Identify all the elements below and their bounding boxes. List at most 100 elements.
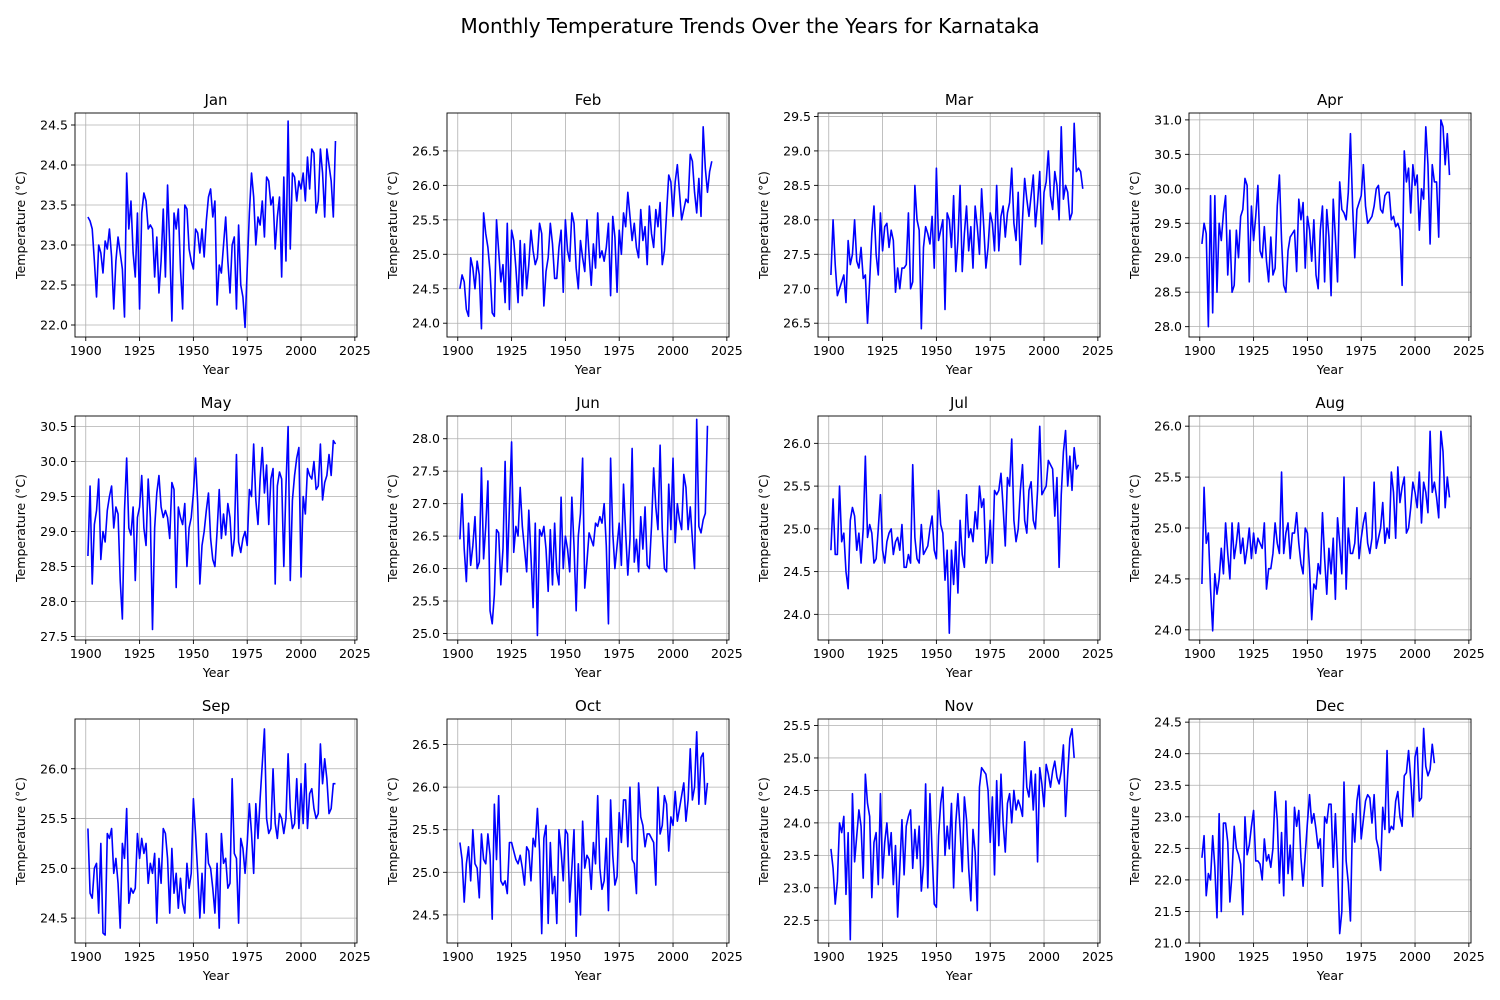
y-tick-label: 28.5 — [1154, 285, 1182, 300]
subplot-feb: 1900 1925 1950 1975 2000 2025 24.0 24.5 25.0 25.5… — [385, 91, 743, 377]
axes-frame — [1188, 112, 1472, 338]
y-tick-label: 25.5 — [412, 822, 440, 837]
x-tick-label: 1900 — [70, 949, 102, 964]
x-axis-label: Year — [574, 362, 602, 377]
x-tick-label: 2025 — [711, 343, 743, 358]
x-tick-label: 1900 — [1184, 646, 1216, 661]
x-tick-label: 1900 — [70, 646, 102, 661]
y-axis-label: Temperature (°C) — [13, 171, 28, 280]
x-tick-label: 1900 — [813, 949, 845, 964]
x-tick-label: 2000 — [1399, 646, 1431, 661]
y-tick-label: 25.0 — [783, 521, 811, 536]
y-tick-label: 26.0 — [783, 436, 811, 451]
y-tick-label: 21.0 — [1154, 936, 1182, 951]
y-axis-label: Temperature (°C) — [756, 777, 771, 886]
x-tick-label: 1900 — [1184, 343, 1216, 358]
subplot-title: Sep — [202, 697, 230, 715]
axes-frame — [817, 415, 1101, 641]
x-tick-label: 1950 — [1291, 949, 1323, 964]
x-axis-label: Year — [1316, 968, 1344, 983]
x-tick-label: 1975 — [974, 646, 1006, 661]
y-axis-label: Temperature (°C) — [756, 171, 771, 280]
y-tick-label: 29.0 — [783, 143, 811, 158]
subplot-mar: 1900 1925 1950 1975 2000 2025 26.5 27.0 27.5 28.0… — [756, 91, 1114, 377]
subplot-jul: 1900 1925 1950 1975 2000 2025 24.0 24.5 25.0 25.5… — [756, 394, 1114, 680]
axes-frame — [74, 718, 358, 944]
y-tick-label: 24.5 — [40, 118, 68, 133]
axes-frame — [446, 112, 730, 338]
y-tick-label: 26.5 — [412, 143, 440, 158]
y-axis-label: Temperature (°C) — [1127, 171, 1142, 280]
subplot-title: Oct — [575, 697, 601, 715]
y-tick-label: 24.5 — [783, 564, 811, 579]
x-axis-label: Year — [574, 665, 602, 680]
x-tick-label: 1950 — [920, 949, 952, 964]
axes-frame — [446, 718, 730, 944]
x-tick-label: 2000 — [657, 343, 689, 358]
series-line-jul — [830, 425, 1080, 634]
x-tick-label: 1975 — [603, 949, 635, 964]
subplot-title: Dec — [1315, 697, 1344, 715]
x-tick-label: 1950 — [1291, 343, 1323, 358]
x-tick-label: 1925 — [124, 343, 156, 358]
subplot-title: May — [200, 394, 231, 412]
x-tick-label: 1925 — [1238, 949, 1270, 964]
x-tick-label: 2025 — [1082, 646, 1114, 661]
x-tick-label: 2025 — [1082, 949, 1114, 964]
series-line-nov — [830, 727, 1075, 941]
x-tick-label: 1925 — [124, 949, 156, 964]
x-axis-label: Year — [945, 968, 973, 983]
y-tick-label: 25.0 — [1154, 521, 1182, 536]
x-tick-label: 1950 — [177, 343, 209, 358]
y-tick-label: 27.5 — [783, 247, 811, 262]
y-tick-label: 28.0 — [1154, 319, 1182, 334]
x-tick-label: 1925 — [867, 949, 899, 964]
subplot-title: Aug — [1315, 394, 1344, 412]
y-tick-label: 25.5 — [40, 811, 68, 826]
figure-title: Monthly Temperature Trends Over the Year… — [460, 14, 1040, 38]
x-tick-label: 2000 — [1028, 343, 1060, 358]
x-tick-label: 2025 — [1453, 343, 1485, 358]
subplot-title: Nov — [944, 697, 973, 715]
y-tick-label: 26.0 — [412, 561, 440, 576]
y-axis-label: Temperature (°C) — [1127, 777, 1142, 886]
series-line-aug — [1201, 430, 1451, 632]
subplot-title: Mar — [945, 91, 974, 109]
x-tick-label: 1975 — [974, 949, 1006, 964]
y-tick-label: 28.5 — [40, 559, 68, 574]
x-tick-label: 1975 — [231, 949, 263, 964]
y-axis-label: Temperature (°C) — [756, 474, 771, 583]
x-tick-label: 2025 — [711, 646, 743, 661]
x-tick-label: 1975 — [1345, 343, 1377, 358]
x-axis-label: Year — [1316, 362, 1344, 377]
y-tick-label: 24.5 — [783, 783, 811, 798]
subplot-title: Jun — [575, 394, 599, 412]
x-tick-label: 1950 — [549, 949, 581, 964]
y-tick-label: 22.5 — [40, 278, 68, 293]
y-tick-label: 24.5 — [40, 911, 68, 926]
y-tick-label: 26.5 — [783, 316, 811, 331]
y-tick-label: 25.5 — [412, 594, 440, 609]
y-tick-label: 22.5 — [783, 913, 811, 928]
y-tick-label: 23.0 — [783, 880, 811, 895]
y-tick-label: 24.0 — [412, 316, 440, 331]
x-tick-label: 1900 — [442, 646, 474, 661]
axes-frame — [1188, 718, 1472, 944]
x-tick-label: 1925 — [1238, 646, 1270, 661]
x-tick-label: 1950 — [1291, 646, 1323, 661]
y-tick-label: 25.5 — [412, 212, 440, 227]
y-axis-label: Temperature (°C) — [1127, 474, 1142, 583]
y-axis-label: Temperature (°C) — [385, 777, 400, 886]
axes-frame — [74, 415, 358, 641]
x-tick-label: 1900 — [442, 949, 474, 964]
y-tick-label: 22.5 — [1154, 841, 1182, 856]
subplot-aug: 1900 1925 1950 1975 2000 2025 24.0 24.5 25.0 25.5… — [1127, 394, 1485, 680]
y-tick-label: 22.0 — [40, 318, 68, 333]
x-tick-label: 2025 — [339, 949, 371, 964]
x-tick-label: 1950 — [177, 646, 209, 661]
y-tick-label: 26.0 — [1154, 419, 1182, 434]
y-tick-label: 28.0 — [40, 594, 68, 609]
y-tick-label: 24.5 — [412, 907, 440, 922]
y-tick-label: 24.0 — [40, 158, 68, 173]
subplot-dec: 1900 1925 1950 1975 2000 2025 21.0 21.5 22.0 22.5… — [1127, 697, 1485, 983]
